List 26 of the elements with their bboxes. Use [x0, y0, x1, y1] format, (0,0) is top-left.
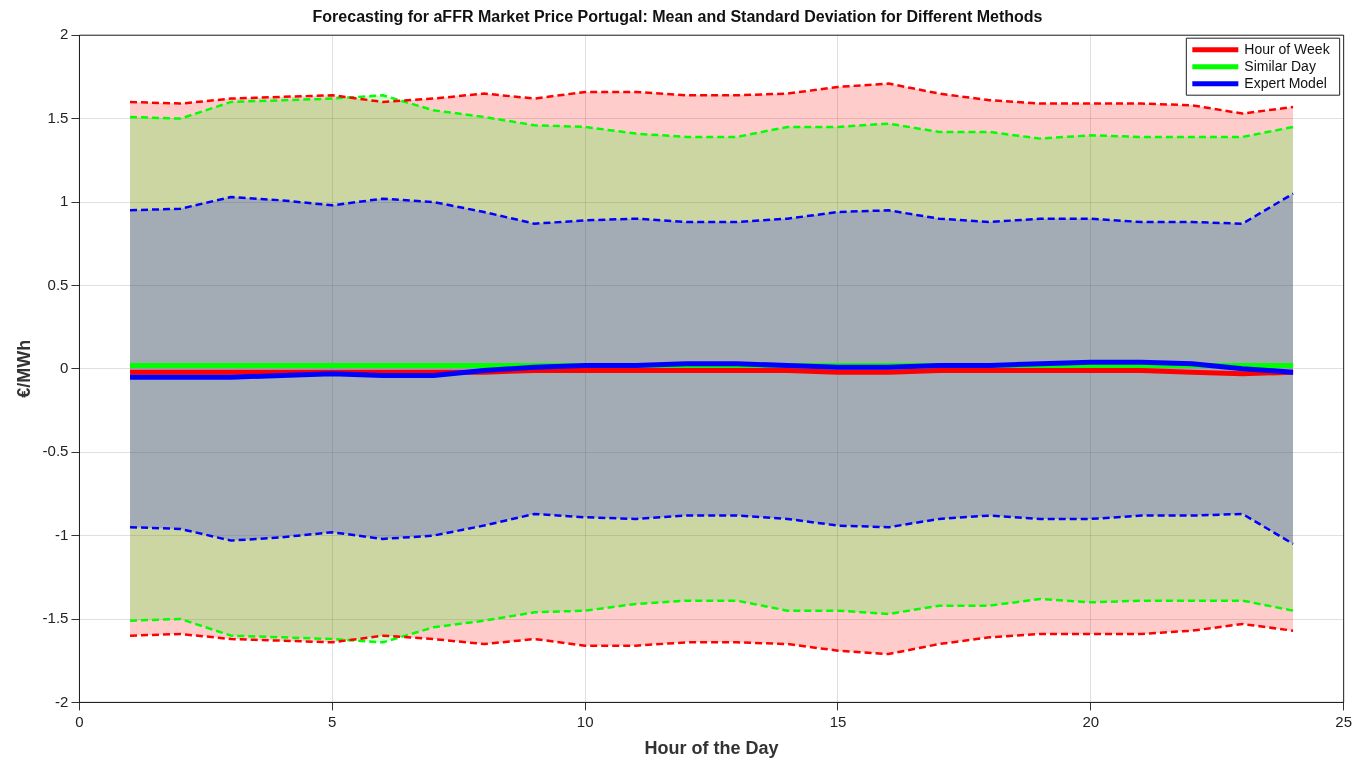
line-series — [128, 192, 1295, 225]
x-tick-label: 25 — [1335, 712, 1352, 730]
y-tick-label: -1 — [55, 525, 69, 543]
y-tick-label: 1.5 — [47, 108, 69, 126]
y-axis-title: €/MWh — [13, 339, 34, 398]
legend-label: Similar Day — [1244, 57, 1316, 74]
y-tick-label: 0.5 — [47, 275, 69, 293]
line-series — [128, 512, 1295, 546]
x-tick-label: 15 — [829, 712, 847, 730]
x-tick-label: 0 — [75, 712, 84, 730]
y-tick-label: 2 — [60, 25, 69, 43]
y-tick-label: -1.5 — [42, 609, 69, 627]
y-tick-label: 0 — [60, 358, 69, 376]
line-series — [128, 94, 1295, 140]
legend-label: Expert Model — [1244, 74, 1327, 91]
line-series — [128, 597, 1295, 644]
x-tick-label: 5 — [328, 712, 337, 730]
y-tick-label: -0.5 — [42, 442, 69, 460]
x-axis-title: Hour of the Day — [644, 738, 779, 759]
legend-label: Hour of Week — [1244, 40, 1331, 57]
x-tick-label: 10 — [576, 712, 594, 730]
x-tick-label: 20 — [1082, 712, 1100, 730]
line-series — [128, 622, 1295, 656]
y-tick-label: -2 — [55, 692, 69, 710]
y-tick-label: 1 — [60, 192, 69, 210]
chart-title: Forecasting for aFFR Market Price Portugal: Mean and Standard Deviation for Different Methods — [312, 8, 1043, 26]
